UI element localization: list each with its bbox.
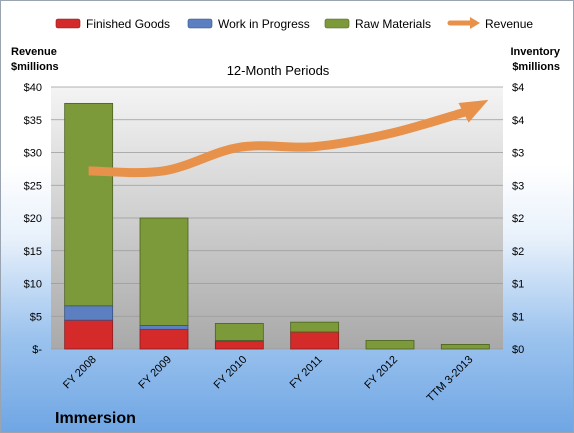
bar-raw-materials: [440, 344, 490, 350]
x-tick-label: TTM 3-2013: [425, 354, 476, 405]
right-tick-label: $3: [512, 180, 524, 192]
left-tick-label: $40: [24, 82, 42, 94]
bar-raw-materials: [365, 340, 415, 350]
left-tick-label: $15: [24, 246, 42, 258]
bar-finished-goods: [139, 328, 189, 350]
bar-finished-goods: [290, 331, 340, 350]
left-tick-label: $-: [32, 344, 42, 356]
bars: [64, 102, 490, 350]
legend-swatch-finished-goods: [55, 18, 81, 29]
left-axis-title-line1: Revenue: [11, 46, 57, 58]
x-tick-label: FY 2009: [136, 354, 174, 392]
left-axis-title-line2: $millions: [11, 61, 59, 73]
right-axis-title-line1: Inventory: [510, 46, 560, 58]
legend-label-revenue: Revenue: [485, 17, 533, 31]
left-tick-label: $30: [24, 148, 42, 160]
legend: Finished Goods Work in Progress Raw Mate…: [55, 17, 533, 31]
bar-raw-materials: [214, 323, 264, 341]
legend-swatch-raw-materials: [324, 18, 350, 29]
legend-swatch-work-in-progress: [187, 18, 213, 29]
right-axis-title-line2: $millions: [512, 61, 560, 73]
bar-raw-materials: [64, 102, 114, 307]
bar-raw-materials: [139, 217, 189, 326]
legend-label-raw-materials: Raw Materials: [355, 17, 431, 31]
bar-work-in-progress: [139, 325, 189, 330]
chart-title: 12-Month Periods: [227, 63, 330, 78]
bar-work-in-progress: [64, 305, 114, 321]
right-tick-label: $0: [512, 344, 524, 356]
right-tick-label: $1: [512, 279, 524, 291]
revenue-line: [88, 99, 489, 178]
x-tick-label: FY 2011: [288, 354, 325, 391]
right-tick-label: $4: [512, 115, 524, 127]
left-axis-ticks: $- $5 $10 $15 $20 $25 $30 $35 $40: [24, 82, 43, 356]
right-tick-label: $3: [512, 148, 524, 160]
legend-arrowhead-revenue: [470, 17, 480, 29]
bar-finished-goods: [64, 319, 114, 350]
x-tick-label: FY 2012: [362, 354, 400, 392]
legend-label-finished-goods: Finished Goods: [86, 17, 170, 31]
right-axis-ticks: $0 $1 $1 $2 $2 $3 $3 $4 $4: [512, 82, 524, 356]
left-tick-label: $35: [24, 115, 42, 127]
x-tick-label: FY 2008: [61, 354, 99, 392]
right-tick-label: $1: [512, 311, 524, 323]
revenue-line-path: [88, 107, 467, 178]
x-axis-labels: FY 2008 FY 2009 FY 2010 FY 2011 FY 2012 TTM 3…: [61, 354, 475, 405]
left-tick-label: $20: [24, 213, 42, 225]
legend-label-work-in-progress: Work in Progress: [218, 17, 310, 31]
x-tick-label: FY 2010: [212, 354, 250, 392]
left-tick-label: $10: [24, 279, 42, 291]
revenue-arrowhead: [458, 99, 489, 123]
bar-raw-materials: [290, 321, 340, 333]
right-tick-label: $2: [512, 246, 524, 258]
gridlines: [51, 86, 503, 350]
right-tick-label: $4: [512, 82, 524, 94]
company-name: Immersion: [55, 410, 136, 427]
left-tick-label: $25: [24, 180, 42, 192]
bar-finished-goods: [214, 340, 264, 350]
left-tick-label: $5: [30, 311, 42, 323]
right-tick-label: $2: [512, 213, 524, 225]
